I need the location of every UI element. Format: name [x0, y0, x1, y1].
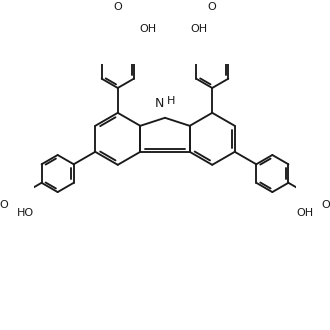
Text: OH: OH — [296, 208, 313, 217]
Text: O: O — [0, 200, 8, 210]
Text: HO: HO — [17, 208, 34, 217]
Text: H: H — [166, 96, 175, 107]
Text: O: O — [114, 3, 122, 13]
Text: O: O — [208, 3, 216, 13]
Text: O: O — [322, 200, 330, 210]
Text: OH: OH — [140, 24, 157, 34]
Text: N: N — [155, 97, 164, 110]
Text: OH: OH — [190, 24, 208, 34]
